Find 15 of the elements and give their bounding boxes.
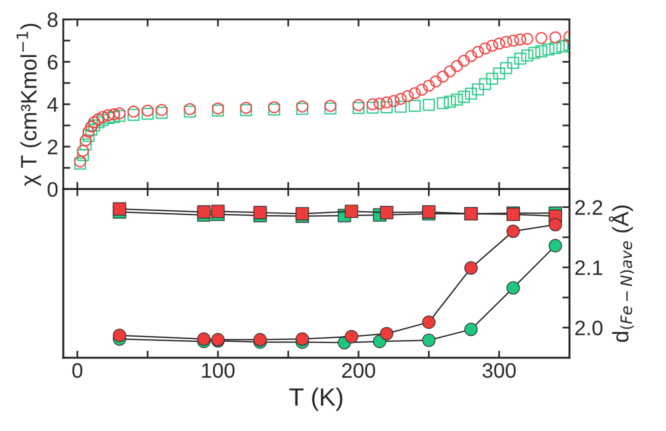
x-tick-label: 300 [482, 363, 516, 378]
y2-tick-label: 2.1 [575, 260, 602, 275]
y2-tick-label: 2.0 [575, 320, 602, 336]
x-tick-label: 0 [72, 363, 82, 378]
y-tick-label: 6 [48, 54, 58, 70]
y-tick-label: 8 [48, 12, 58, 28]
y-tick-label: 0 [48, 182, 58, 197]
y2-tick-label: 2.2 [575, 200, 602, 215]
x-tick-label: 200 [342, 363, 376, 378]
y-tick-label: 2 [48, 140, 58, 154]
y2-axis-title: d$_{(Fe−N)ave}$ (Å) [608, 206, 634, 342]
y-axis-title: χ T (cm³Kmol$^{−1}$) [16, 24, 42, 186]
x-tick-label: 100 [202, 363, 234, 378]
x-axis-title: T (K) [289, 388, 342, 411]
y-tick-label: 4 [47, 97, 58, 112]
